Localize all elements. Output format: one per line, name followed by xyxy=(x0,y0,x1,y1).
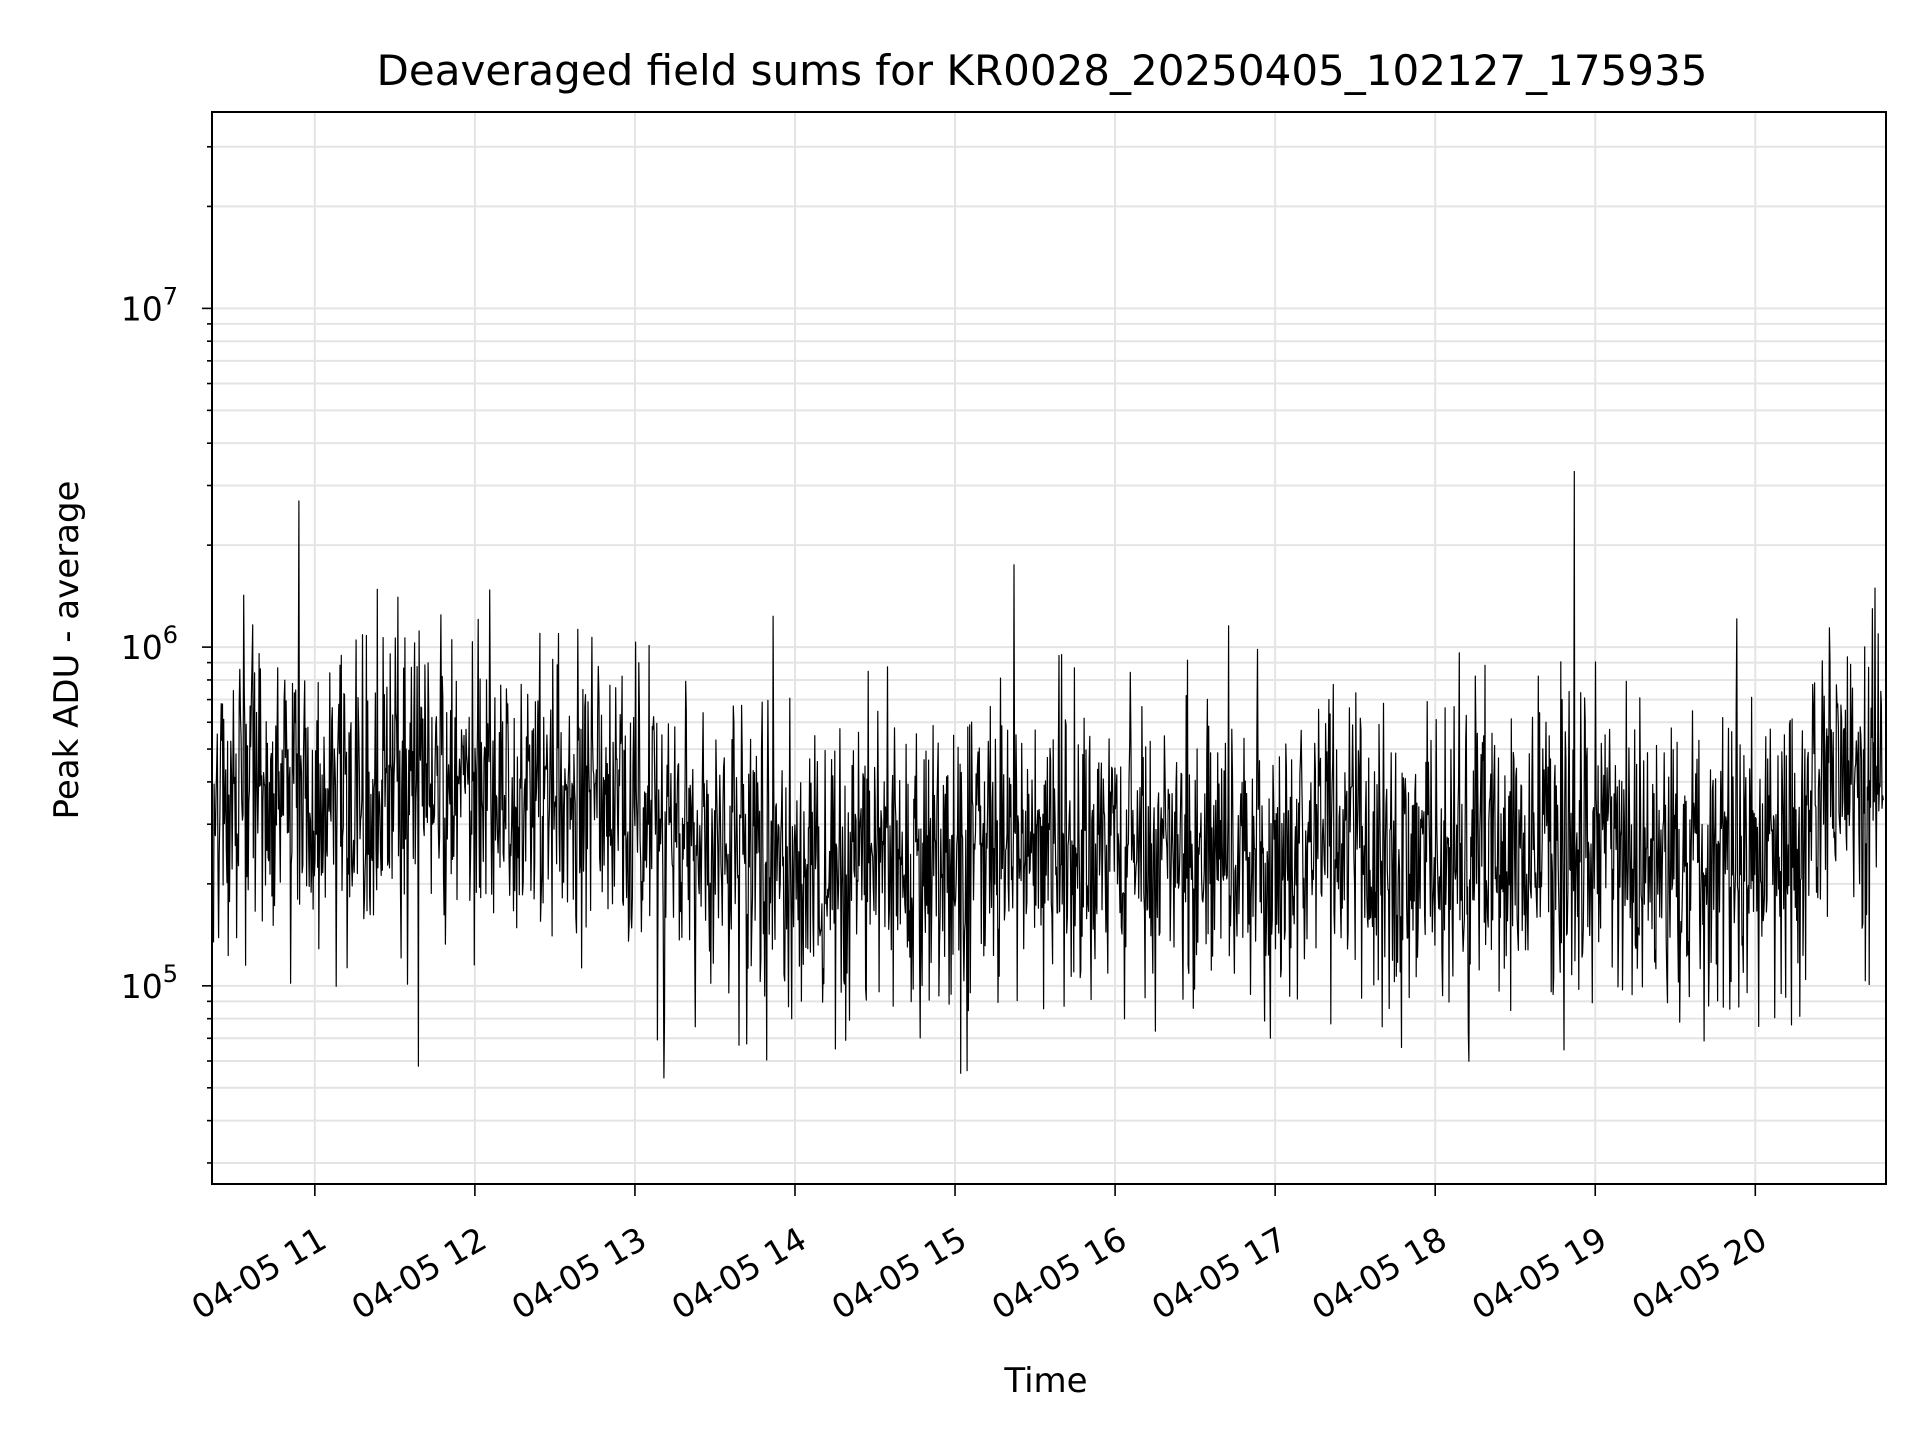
x-tick-label: 04-05 16 xyxy=(985,1219,1133,1327)
x-tick-label: 04-05 15 xyxy=(825,1219,973,1327)
x-tick-label: 04-05 18 xyxy=(1305,1219,1453,1327)
y-tick-label: 107 xyxy=(121,282,178,328)
x-axis-label: Time xyxy=(1003,1361,1087,1401)
y-tick-label: 106 xyxy=(121,621,178,667)
chart-title: Deaveraged field sums for KR0028_2025040… xyxy=(377,46,1708,95)
y-tick-label: 105 xyxy=(121,960,178,1006)
plot-frame xyxy=(211,111,1887,1185)
x-tick-label: 04-05 20 xyxy=(1625,1219,1773,1327)
x-tick-label: 04-05 12 xyxy=(345,1219,493,1327)
trace-area xyxy=(212,470,1884,1079)
x-tick-label: 04-05 14 xyxy=(665,1219,813,1327)
x-tick-label: 04-05 19 xyxy=(1465,1219,1613,1327)
x-tick-label: 04-05 17 xyxy=(1145,1219,1293,1327)
y-axis-label: Peak ADU - average xyxy=(47,481,87,820)
series-line xyxy=(212,470,1884,1079)
x-tick-label: 04-05 13 xyxy=(505,1219,653,1327)
grid xyxy=(212,112,1886,1184)
x-tick-label: 04-05 11 xyxy=(185,1219,333,1327)
